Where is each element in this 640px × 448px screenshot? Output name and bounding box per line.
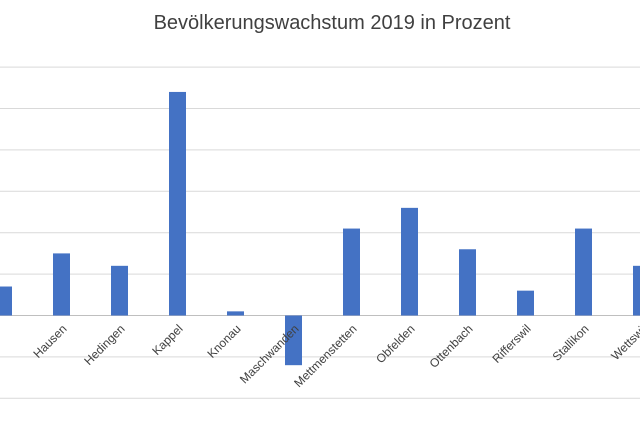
- bar: [633, 265, 640, 316]
- bar: [169, 91, 186, 316]
- x-tick-label: Hedingen: [81, 322, 127, 368]
- bar: [343, 228, 360, 316]
- x-tick-label: Ottenbach: [427, 322, 476, 371]
- x-tick-label: Kappel: [149, 322, 185, 358]
- bar: [575, 228, 592, 316]
- x-tick-label: Rifferswil: [489, 322, 533, 366]
- bar: [285, 315, 302, 366]
- chart-title: Bevölkerungswachstum 2019 in Prozent: [154, 12, 511, 34]
- bars: [0, 91, 640, 366]
- x-tick-labels: Hausen Hedingen Kappel KnonauMaschwandenMet…: [30, 322, 640, 390]
- x-tick-label: Obfelden: [373, 322, 417, 366]
- x-tick-label: Hausen: [30, 322, 69, 361]
- bar: [111, 265, 128, 316]
- bar: [459, 249, 476, 316]
- bar: [227, 311, 244, 316]
- grid-lines: [0, 66, 640, 399]
- bar: [401, 207, 418, 316]
- bar: [517, 290, 534, 316]
- x-tick-label: Knonau: [204, 322, 243, 361]
- bar: [0, 286, 12, 316]
- bar: [53, 253, 70, 316]
